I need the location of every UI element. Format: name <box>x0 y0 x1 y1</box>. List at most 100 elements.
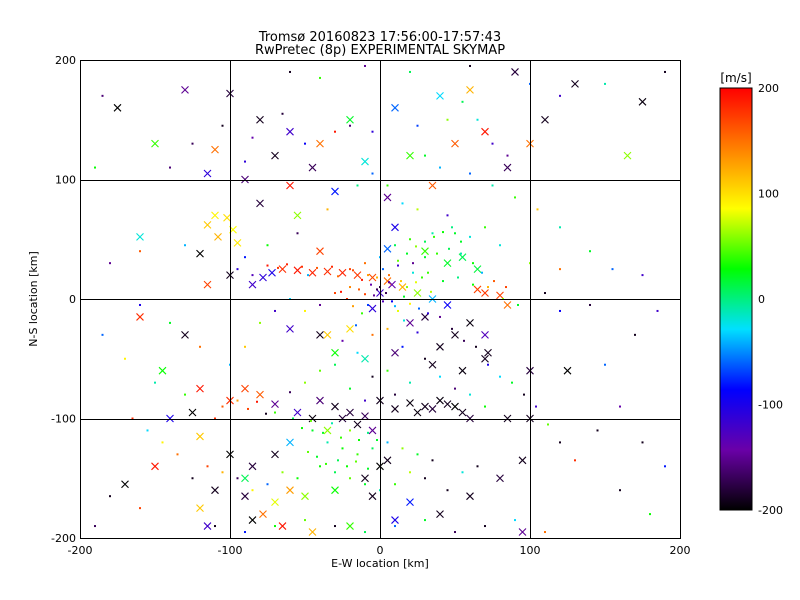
data-point-dot <box>340 436 342 439</box>
data-point-dot <box>94 166 96 169</box>
data-point-cross <box>503 414 512 423</box>
data-point-cross <box>421 313 429 321</box>
data-point-cross <box>256 199 264 208</box>
data-point-cross <box>259 510 267 518</box>
data-point-dot <box>481 271 483 274</box>
data-point-dot <box>334 130 336 133</box>
data-point-cross <box>511 68 519 76</box>
data-point-dot <box>214 417 216 420</box>
data-point-dot <box>251 489 254 492</box>
data-point-dot <box>281 112 284 115</box>
data-point-dot <box>373 294 375 297</box>
data-point-dot <box>424 519 426 522</box>
data-point-dot <box>559 94 561 97</box>
data-point-dot <box>371 375 374 378</box>
data-point-cross <box>421 247 429 256</box>
data-point-dot <box>307 274 309 277</box>
data-point-dot <box>454 232 456 235</box>
data-point-cross <box>481 127 489 136</box>
data-point-dot <box>424 357 426 360</box>
data-point-dot <box>536 208 539 211</box>
data-point-cross <box>286 438 294 447</box>
data-point-dot <box>266 264 269 267</box>
data-point-dot <box>547 423 549 426</box>
data-point-dot <box>491 142 494 145</box>
y-tick-label: -100 <box>51 413 76 426</box>
chart-subtitle: RwPretec (8p) EXPERIMENTAL SKYMAP <box>255 43 505 58</box>
data-point-cross <box>331 187 339 196</box>
colorbar-tick-label: 200 <box>758 82 779 95</box>
data-point-dot <box>493 280 495 283</box>
data-point-dot <box>388 274 390 277</box>
data-point-dot <box>139 250 141 253</box>
data-point-cross <box>196 384 204 393</box>
data-point-cross <box>368 304 377 313</box>
data-point-cross <box>223 213 231 222</box>
data-point-cross <box>436 396 444 405</box>
data-point-cross <box>203 221 212 229</box>
data-point-dot <box>221 471 224 474</box>
data-point-cross <box>443 301 452 309</box>
data-point-dot <box>361 278 363 281</box>
y-tick-label: 0 <box>69 293 76 306</box>
data-point-cross <box>293 408 302 417</box>
grid-lines <box>80 60 680 538</box>
data-point-cross <box>346 408 354 417</box>
data-point-cross <box>368 426 377 435</box>
data-point-cross <box>338 268 347 277</box>
data-point-dot <box>446 489 449 492</box>
data-point-cross <box>121 480 129 489</box>
data-point-dot <box>316 266 318 269</box>
data-point-dot <box>101 333 104 336</box>
data-point-dot <box>376 288 378 291</box>
data-points <box>94 64 666 536</box>
data-point-dot <box>316 455 318 458</box>
data-point-dot <box>322 431 324 434</box>
data-point-dot <box>356 184 359 187</box>
data-point-dot <box>511 381 513 384</box>
data-point-cross <box>308 268 317 277</box>
data-point-dot <box>289 70 291 73</box>
data-point-cross <box>406 399 414 407</box>
data-point-dot <box>487 286 489 289</box>
data-point-dot <box>476 465 479 468</box>
data-point-cross <box>436 510 444 518</box>
data-point-dot <box>409 70 411 73</box>
data-point-dot <box>337 275 339 278</box>
data-point-dot <box>251 274 254 277</box>
data-point-dot <box>349 268 351 271</box>
data-point-dot <box>154 381 156 384</box>
data-point-cross <box>406 498 414 507</box>
data-point-dot <box>446 118 449 121</box>
data-point-dot <box>499 375 501 378</box>
data-point-dot <box>664 70 666 73</box>
data-point-dot <box>469 235 471 238</box>
data-point-dot <box>341 447 344 450</box>
data-point-cross <box>248 462 257 471</box>
colorbar-tick-label: 0 <box>758 293 765 306</box>
data-point-cross <box>518 456 527 465</box>
colorbar-tick-labels: 200 100 0 -100 -200 <box>758 82 783 517</box>
data-point-dot <box>604 82 606 85</box>
data-point-dot <box>358 288 360 291</box>
data-point-dot <box>191 477 194 480</box>
data-point-cross <box>451 330 459 339</box>
data-point-cross <box>211 145 219 154</box>
data-point-dot <box>469 172 471 175</box>
data-point-cross <box>466 319 474 327</box>
data-point-dot <box>484 525 486 528</box>
data-point-cross <box>278 265 287 274</box>
data-point-dot <box>199 345 201 348</box>
data-point-dot <box>382 300 384 303</box>
data-point-dot <box>266 244 269 247</box>
data-point-cross <box>428 405 437 413</box>
data-point-dot <box>415 245 417 248</box>
data-point-dot <box>139 303 141 306</box>
data-point-cross <box>413 408 422 417</box>
data-point-cross <box>293 211 302 220</box>
data-point-dot <box>292 417 294 420</box>
data-point-dot <box>442 280 444 283</box>
data-point-dot <box>184 393 186 396</box>
data-point-dot <box>244 531 246 534</box>
data-point-dot <box>460 252 462 255</box>
